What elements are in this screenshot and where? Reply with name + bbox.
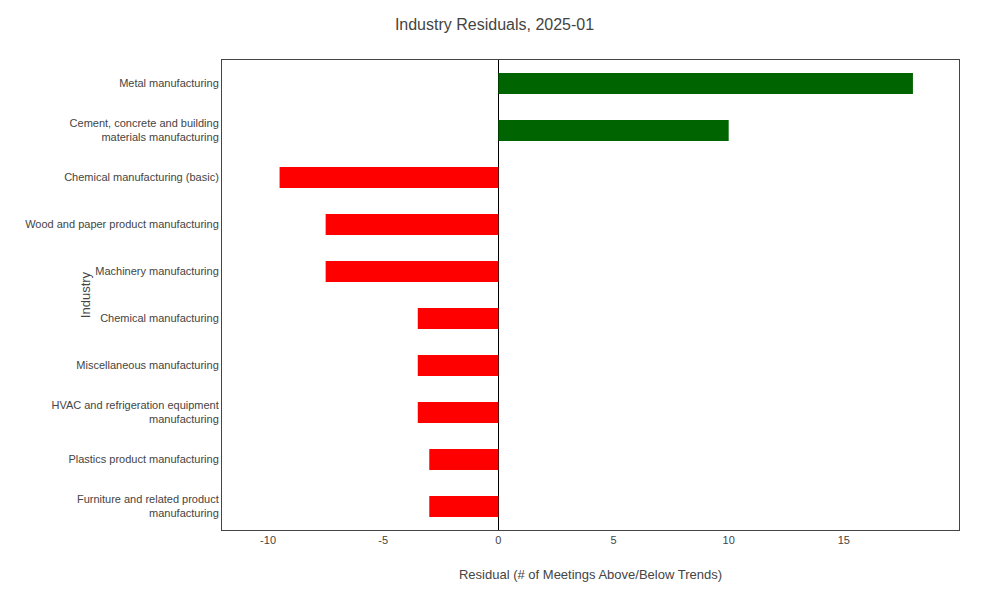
svg-text:0: 0 xyxy=(495,534,501,546)
svg-text:Miscellaneous manufacturing: Miscellaneous manufacturing xyxy=(76,359,218,371)
svg-text:Furniture and related productm: Furniture and related productmanufacturi… xyxy=(77,493,219,519)
svg-text:Machinery manufacturing: Machinery manufacturing xyxy=(95,265,219,277)
svg-text:Residual (# of Meetings Above/: Residual (# of Meetings Above/Below Tren… xyxy=(459,567,722,582)
svg-text:15: 15 xyxy=(838,534,850,546)
svg-text:Industry Residuals, 2025-01: Industry Residuals, 2025-01 xyxy=(395,16,594,33)
svg-text:HVAC and refrigeration equipme: HVAC and refrigeration equipmentmanufact… xyxy=(51,399,218,425)
svg-text:Metal manufacturing: Metal manufacturing xyxy=(119,77,219,89)
svg-text:5: 5 xyxy=(610,534,616,546)
svg-text:Chemical manufacturing (basic): Chemical manufacturing (basic) xyxy=(64,171,219,183)
svg-text:Chemical manufacturing: Chemical manufacturing xyxy=(100,312,219,324)
svg-text:-5: -5 xyxy=(378,534,388,546)
svg-text:Industry: Industry xyxy=(78,271,93,318)
svg-text:Wood and paper product manufac: Wood and paper product manufacturing xyxy=(25,218,219,230)
svg-text:10: 10 xyxy=(723,534,735,546)
svg-text:Plastics product manufacturing: Plastics product manufacturing xyxy=(68,453,218,465)
svg-text:Cement, concrete and buildingm: Cement, concrete and buildingmaterials m… xyxy=(70,117,219,143)
svg-text:-10: -10 xyxy=(260,534,276,546)
